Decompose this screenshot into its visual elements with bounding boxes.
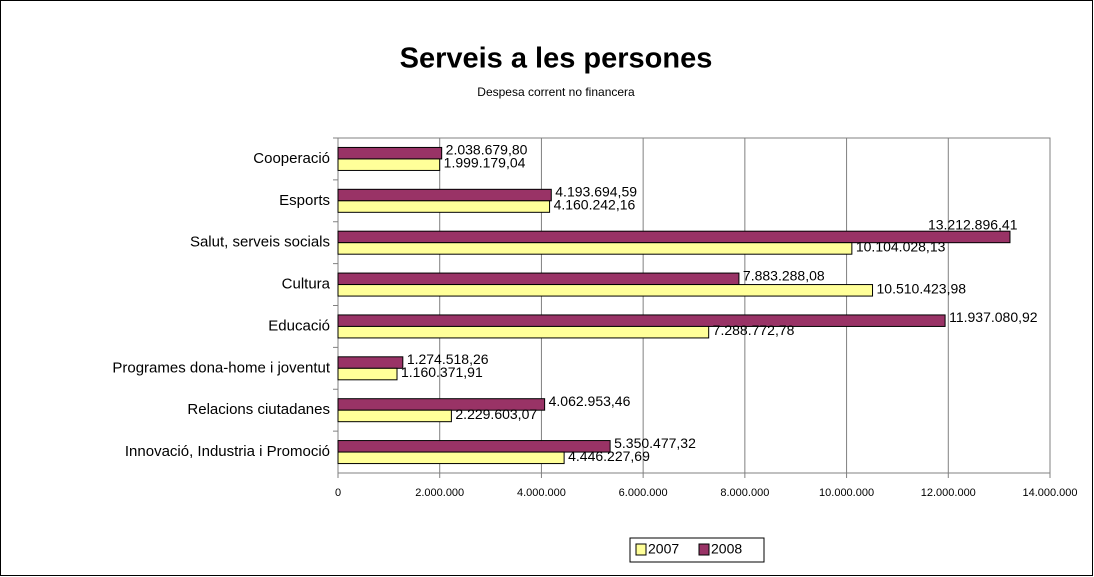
legend-label: 2007 (648, 541, 679, 557)
x-tick-label: 0 (335, 487, 341, 499)
legend-label: 2008 (711, 541, 742, 557)
value-label: 1.274.518,26 (407, 351, 489, 367)
value-label: 5.350.477,32 (614, 435, 696, 451)
bar (337, 367, 398, 381)
bar (337, 242, 853, 255)
value-label: 4.193.694,59 (555, 184, 637, 200)
value-label: 13.212.896,41 (928, 216, 1018, 232)
value-label: 2.229.603,07 (455, 406, 537, 422)
x-tick-label: 8.000.000 (720, 487, 769, 499)
value-label: 7.288.772,78 (713, 322, 795, 338)
y-tick-label: Innovació, Industria i Promoció (125, 443, 330, 460)
bar (337, 451, 565, 465)
legend-swatch (698, 543, 710, 556)
bar (337, 272, 740, 286)
bar (337, 314, 946, 327)
bar (337, 409, 452, 423)
value-label: 10.104.028,13 (856, 238, 946, 254)
legend-box (629, 537, 765, 563)
value-label: 2.038.679,80 (446, 142, 528, 158)
value-label: 1.160.371,91 (401, 364, 483, 380)
x-tick-label: 2.000.000 (415, 487, 464, 499)
plot-area (337, 137, 1051, 474)
y-tick-label: Cultura (282, 276, 331, 293)
x-tick-label: 12.000.000 (921, 487, 976, 499)
value-label: 4.062.953,46 (549, 393, 631, 409)
y-tick-label: Salut, serveis socials (190, 234, 330, 251)
value-label: 1.999.179,04 (444, 155, 526, 171)
chart-subtitle: Despesa corrent no financera (477, 85, 635, 99)
y-tick-label: Relacions ciutadanes (187, 401, 330, 418)
value-label: 4.446.227,69 (568, 448, 650, 464)
y-tick-label: Esports (279, 192, 330, 209)
x-tick-label: 6.000.000 (619, 487, 668, 499)
x-tick-label: 14.000.000 (1022, 487, 1077, 499)
bar (337, 325, 710, 339)
x-tick-label: 4.000.000 (517, 487, 566, 499)
y-tick-label: Educació (268, 317, 330, 334)
value-label: 4.160.242,16 (554, 197, 636, 213)
value-label: 7.883.288,08 (743, 267, 825, 283)
bar (337, 284, 874, 297)
bar (337, 188, 552, 202)
bar (337, 200, 551, 213)
y-tick-label: Programes dona-home i joventut (112, 359, 330, 376)
value-label: 11.937.080,92 (949, 309, 1038, 325)
bar (337, 146, 443, 160)
bar (337, 158, 441, 171)
bar (337, 356, 404, 369)
legend-swatch (635, 543, 647, 556)
x-tick-label: 10.000.000 (819, 487, 874, 499)
chart-title: Serveis a les persones (400, 43, 713, 75)
y-tick-label: Cooperació (253, 150, 330, 167)
value-label: 10.510.423,98 (877, 280, 967, 296)
